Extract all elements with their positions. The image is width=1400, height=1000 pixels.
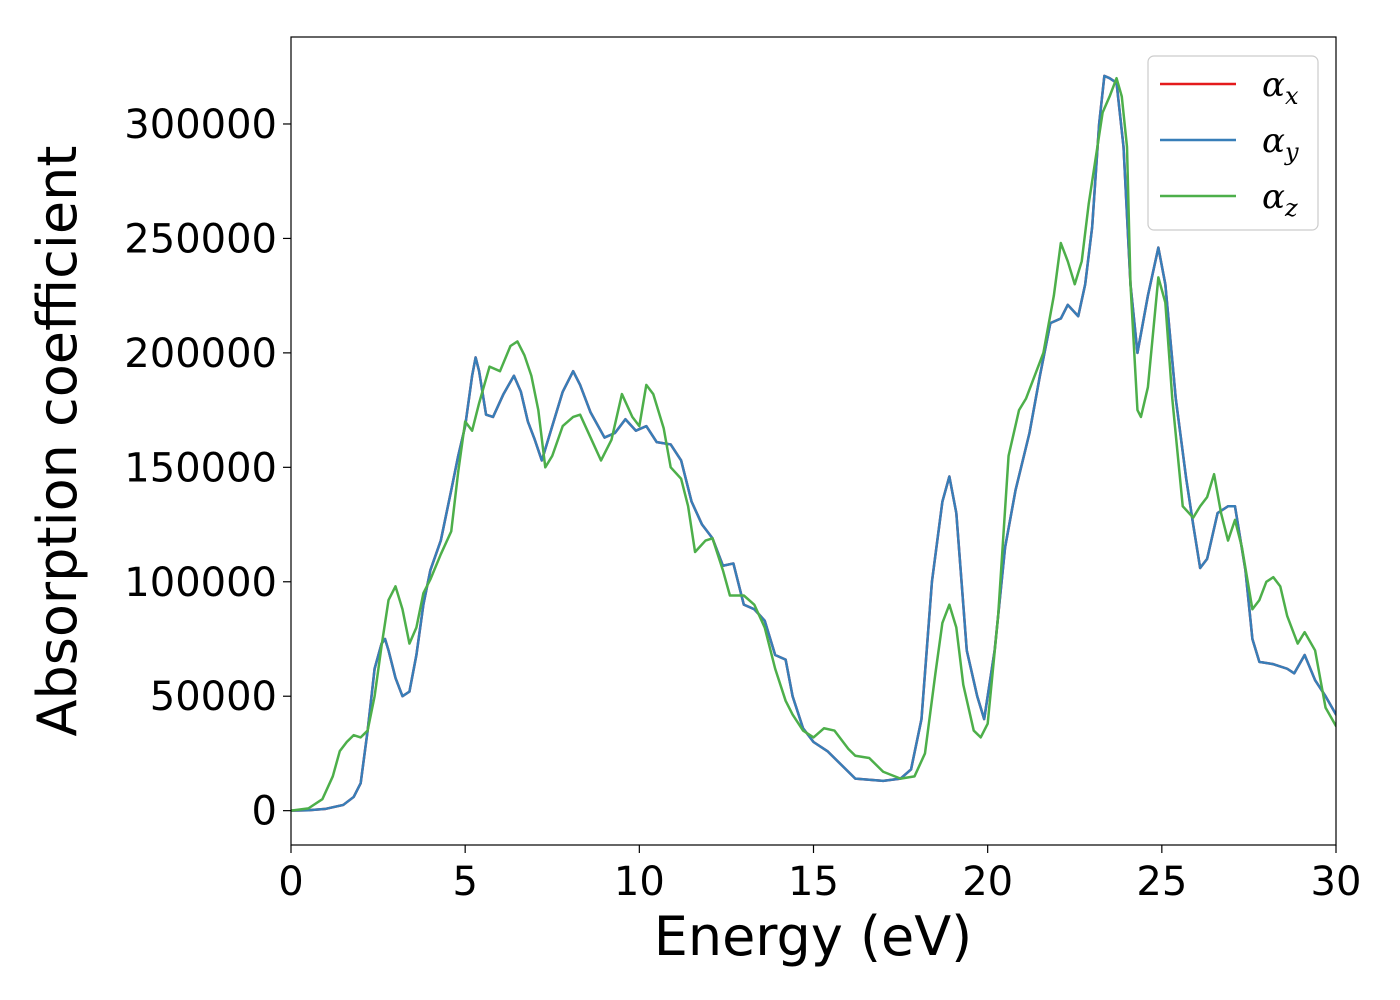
legend-label-x: αx <box>1262 65 1299 110</box>
x-tick-label: 0 <box>278 859 303 905</box>
series-layer <box>291 74 1336 812</box>
legend-subscript: z <box>1284 194 1298 222</box>
series-line-z <box>291 76 1336 812</box>
legend-label-z: αz <box>1262 177 1298 222</box>
x-tick-label: 15 <box>788 859 839 905</box>
series-line-y <box>291 74 1336 812</box>
y-tick-label: 50000 <box>150 674 277 720</box>
x-tick-label: 30 <box>1311 859 1362 905</box>
legend-label-y: αy <box>1262 121 1299 166</box>
legend-subscript: y <box>1284 138 1299 166</box>
legend-symbol: α <box>1262 177 1285 217</box>
x-axis: 0 5 10 15 20 25 30 <box>278 845 1361 905</box>
y-axis-title: Absorption coefficient <box>26 146 89 737</box>
y-tick-label: 300000 <box>124 102 277 148</box>
x-tick-label: 20 <box>962 859 1013 905</box>
x-axis-title: Energy (eV) <box>654 905 973 968</box>
legend-symbol: α <box>1262 65 1285 105</box>
y-axis: 0 50000 100000 150000 200000 250000 300000 <box>124 102 291 835</box>
y-tick-label: 250000 <box>124 216 277 262</box>
y-tick-label: 200000 <box>124 331 277 377</box>
x-tick-label: 25 <box>1136 859 1187 905</box>
y-tick-label: 0 <box>252 789 277 835</box>
y-tick-label: 100000 <box>124 560 277 606</box>
legend-subscript: x <box>1285 82 1299 110</box>
y-tick-label: 150000 <box>124 445 277 491</box>
legend-box <box>1147 55 1319 231</box>
legend-symbol: α <box>1262 121 1285 161</box>
x-tick-label: 10 <box>614 859 665 905</box>
x-tick-label: 5 <box>452 859 477 905</box>
